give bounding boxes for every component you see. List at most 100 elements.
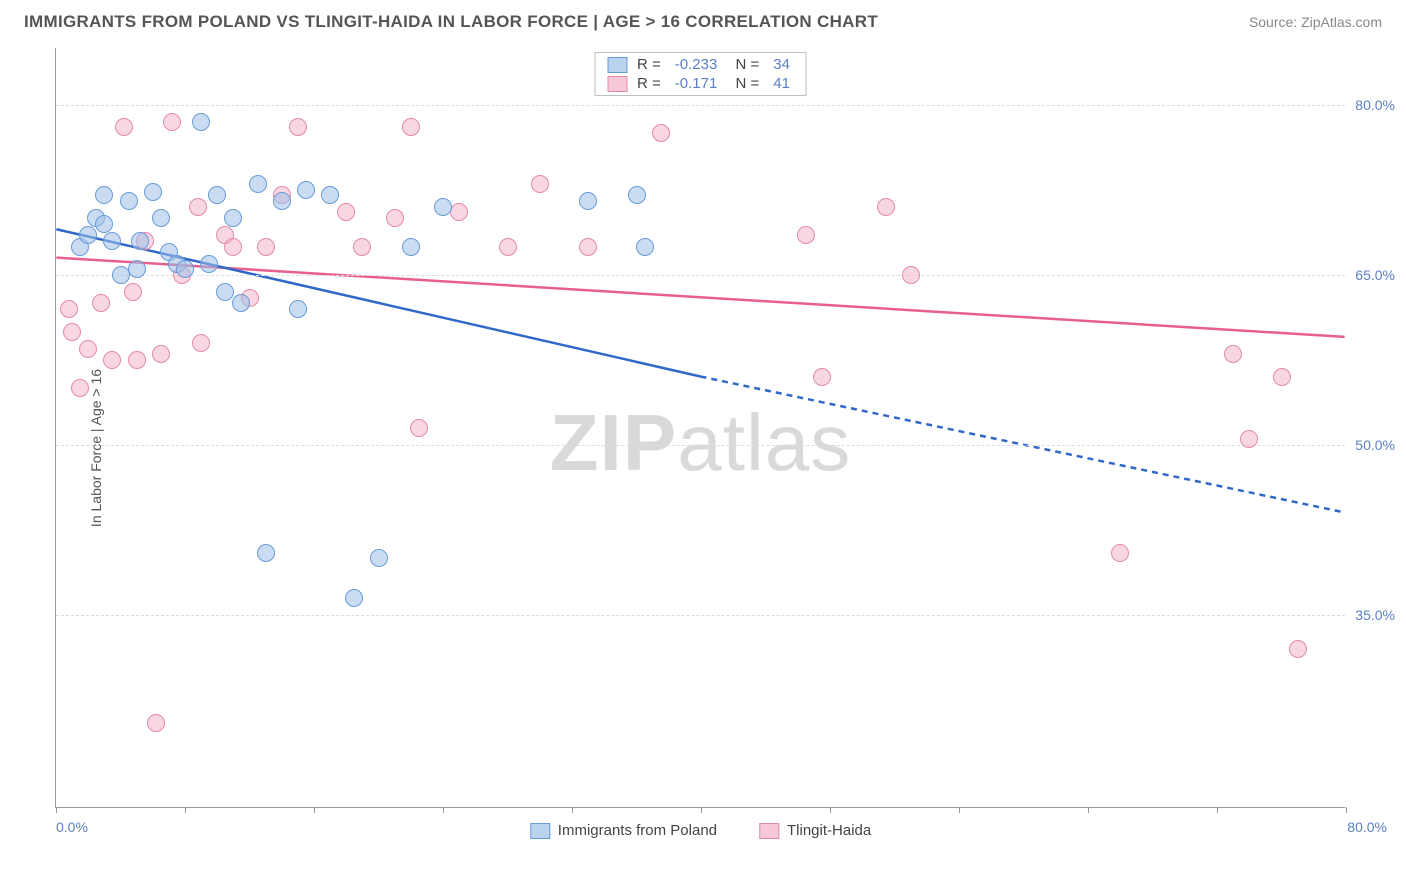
plot-area: ZIPatlas R = -0.233 N = 34 R = -0.171 N … <box>55 48 1345 808</box>
scatter-point-blue <box>434 198 452 216</box>
x-tick <box>185 807 186 813</box>
scatter-point-pink <box>1273 368 1291 386</box>
scatter-point-blue <box>257 544 275 562</box>
scatter-point-blue <box>95 186 113 204</box>
x-tick <box>959 807 960 813</box>
stats-row-blue: R = -0.233 N = 34 <box>595 55 806 74</box>
stat-n-value-blue: 34 <box>769 56 794 73</box>
scatter-point-blue <box>103 232 121 250</box>
x-tick <box>1088 807 1089 813</box>
x-axis-min-label: 0.0% <box>56 819 88 835</box>
scatter-point-blue <box>208 186 226 204</box>
watermark: ZIPatlas <box>550 397 851 489</box>
scatter-point-pink <box>1289 640 1307 658</box>
y-tick-label: 65.0% <box>1347 267 1395 283</box>
y-tick-label: 50.0% <box>1347 437 1395 453</box>
gridline-h <box>56 615 1345 616</box>
legend-swatch-pink <box>759 823 779 839</box>
scatter-point-pink <box>386 209 404 227</box>
stat-n-label: N = <box>731 75 759 92</box>
scatter-point-pink <box>79 340 97 358</box>
stat-r-label: R = <box>637 75 661 92</box>
scatter-point-pink <box>289 118 307 136</box>
scatter-point-pink <box>531 175 549 193</box>
scatter-point-blue <box>152 209 170 227</box>
scatter-point-blue <box>128 260 146 278</box>
scatter-point-pink <box>147 714 165 732</box>
scatter-point-blue <box>579 192 597 210</box>
legend-item-pink: Tlingit-Haida <box>759 822 871 839</box>
scatter-point-pink <box>257 238 275 256</box>
scatter-point-pink <box>128 351 146 369</box>
chart-header: IMMIGRANTS FROM POLAND VS TLINGIT-HAIDA … <box>0 0 1406 40</box>
scatter-point-pink <box>1111 544 1129 562</box>
stat-n-value-pink: 41 <box>769 75 794 92</box>
gridline-h <box>56 275 1345 276</box>
stat-r-value-blue: -0.233 <box>671 56 722 73</box>
scatter-point-blue <box>628 186 646 204</box>
x-tick <box>1217 807 1218 813</box>
chart-title: IMMIGRANTS FROM POLAND VS TLINGIT-HAIDA … <box>24 12 878 32</box>
stats-legend: R = -0.233 N = 34 R = -0.171 N = 41 <box>594 52 807 96</box>
scatter-point-pink <box>450 203 468 221</box>
scatter-point-pink <box>499 238 517 256</box>
scatter-point-blue <box>321 186 339 204</box>
scatter-point-pink <box>902 266 920 284</box>
x-tick <box>314 807 315 813</box>
scatter-point-pink <box>152 345 170 363</box>
scatter-point-blue <box>273 192 291 210</box>
scatter-point-pink <box>71 379 89 397</box>
scatter-point-blue <box>249 175 267 193</box>
scatter-point-blue <box>402 238 420 256</box>
source-attribution: Source: ZipAtlas.com <box>1249 14 1382 30</box>
x-axis-max-label: 80.0% <box>1347 819 1387 835</box>
scatter-point-pink <box>189 198 207 216</box>
stat-n-label: N = <box>731 56 759 73</box>
legend-item-blue: Immigrants from Poland <box>530 822 717 839</box>
scatter-point-pink <box>163 113 181 131</box>
swatch-pink <box>607 76 627 92</box>
scatter-point-pink <box>337 203 355 221</box>
scatter-point-blue <box>120 192 138 210</box>
scatter-point-blue <box>370 549 388 567</box>
scatter-point-blue <box>176 260 194 278</box>
x-tick <box>701 807 702 813</box>
x-tick <box>443 807 444 813</box>
scatter-point-pink <box>1240 430 1258 448</box>
watermark-bold: ZIP <box>550 398 677 487</box>
scatter-point-blue <box>192 113 210 131</box>
scatter-point-blue <box>289 300 307 318</box>
scatter-point-pink <box>877 198 895 216</box>
scatter-point-pink <box>60 300 78 318</box>
legend-label-pink: Tlingit-Haida <box>787 822 871 839</box>
scatter-point-blue <box>232 294 250 312</box>
scatter-point-pink <box>63 323 81 341</box>
scatter-point-pink <box>115 118 133 136</box>
x-tick <box>1346 807 1347 813</box>
x-tick <box>830 807 831 813</box>
scatter-point-pink <box>224 238 242 256</box>
x-tick <box>572 807 573 813</box>
y-tick-label: 35.0% <box>1347 607 1395 623</box>
scatter-point-pink <box>124 283 142 301</box>
scatter-point-pink <box>813 368 831 386</box>
scatter-point-blue <box>216 283 234 301</box>
scatter-point-blue <box>200 255 218 273</box>
stat-r-value-pink: -0.171 <box>671 75 722 92</box>
scatter-point-pink <box>579 238 597 256</box>
trend-lines-svg <box>56 48 1345 807</box>
scatter-point-blue <box>79 226 97 244</box>
gridline-h <box>56 105 1345 106</box>
scatter-point-blue <box>131 232 149 250</box>
scatter-point-pink <box>402 118 420 136</box>
scatter-point-pink <box>410 419 428 437</box>
scatter-point-blue <box>297 181 315 199</box>
y-tick-label: 80.0% <box>1347 97 1395 113</box>
legend-swatch-blue <box>530 823 550 839</box>
scatter-point-pink <box>103 351 121 369</box>
scatter-point-pink <box>353 238 371 256</box>
bottom-legend: Immigrants from Poland Tlingit-Haida <box>530 822 871 839</box>
gridline-h <box>56 445 1345 446</box>
swatch-blue <box>607 57 627 73</box>
scatter-point-blue <box>636 238 654 256</box>
